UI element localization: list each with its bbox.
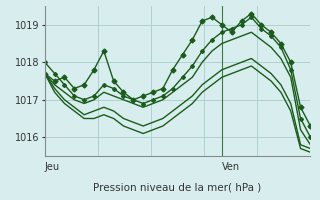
- Text: Ven: Ven: [222, 162, 240, 172]
- Text: Jeu: Jeu: [45, 162, 60, 172]
- Text: Pression niveau de la mer( hPa ): Pression niveau de la mer( hPa ): [93, 183, 262, 193]
